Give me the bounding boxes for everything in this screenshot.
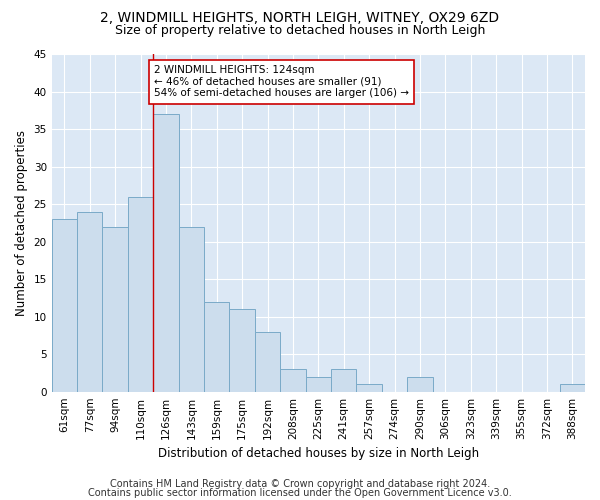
X-axis label: Distribution of detached houses by size in North Leigh: Distribution of detached houses by size …	[158, 447, 479, 460]
Bar	[128, 196, 153, 392]
Bar	[153, 114, 179, 392]
Text: 2 WINDMILL HEIGHTS: 124sqm
← 46% of detached houses are smaller (91)
54% of semi: 2 WINDMILL HEIGHTS: 124sqm ← 46% of deta…	[154, 66, 409, 98]
Bar	[179, 226, 204, 392]
Bar	[407, 376, 433, 392]
Bar	[305, 376, 331, 392]
Bar	[229, 309, 255, 392]
Text: Contains HM Land Registry data © Crown copyright and database right 2024.: Contains HM Land Registry data © Crown c…	[110, 479, 490, 489]
Bar	[204, 302, 229, 392]
Bar	[331, 369, 356, 392]
Bar	[280, 369, 305, 392]
Bar	[356, 384, 382, 392]
Bar	[103, 226, 128, 392]
Bar	[77, 212, 103, 392]
Text: 2, WINDMILL HEIGHTS, NORTH LEIGH, WITNEY, OX29 6ZD: 2, WINDMILL HEIGHTS, NORTH LEIGH, WITNEY…	[100, 12, 500, 26]
Y-axis label: Number of detached properties: Number of detached properties	[15, 130, 28, 316]
Bar	[255, 332, 280, 392]
Bar	[52, 219, 77, 392]
Bar	[560, 384, 585, 392]
Text: Contains public sector information licensed under the Open Government Licence v3: Contains public sector information licen…	[88, 488, 512, 498]
Text: Size of property relative to detached houses in North Leigh: Size of property relative to detached ho…	[115, 24, 485, 37]
